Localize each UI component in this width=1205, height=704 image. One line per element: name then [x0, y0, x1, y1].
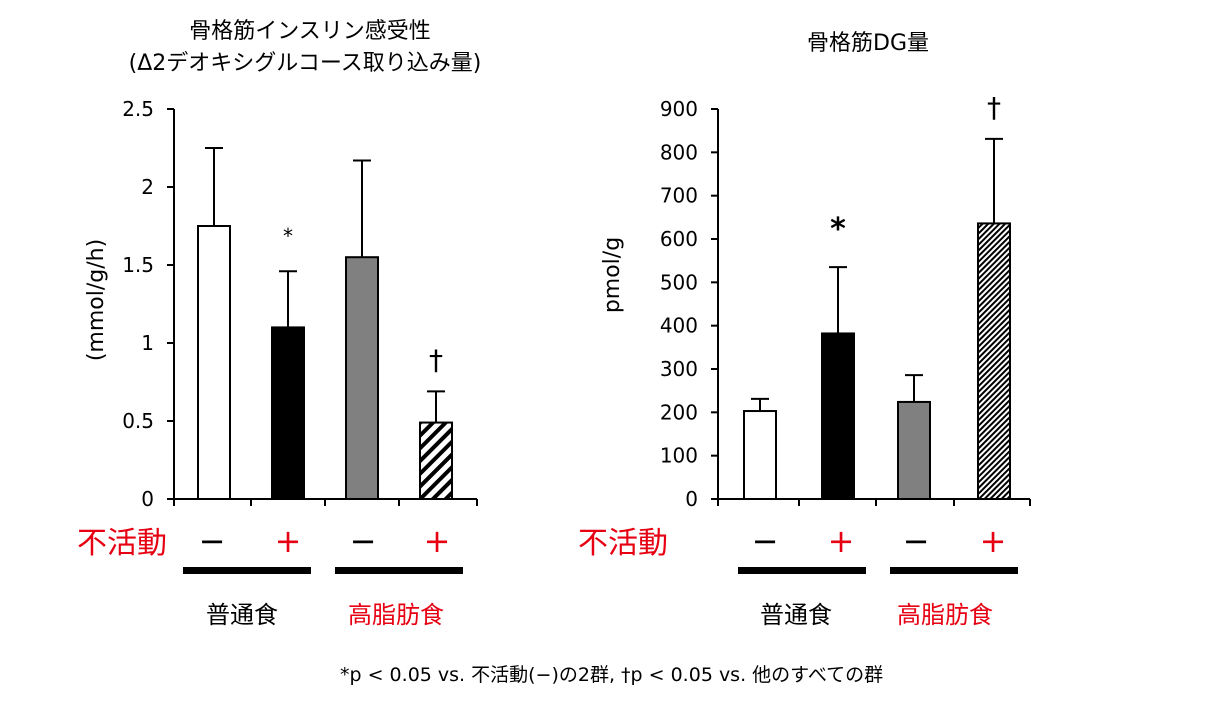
chart1-high-fat-label: 高脂肪食	[348, 601, 444, 629]
chart2-y-tick-label: 200	[660, 400, 698, 424]
chart1: 0 0.5 1 1.5 2 2.5 * †	[122, 97, 478, 511]
chart1-bar	[271, 326, 305, 500]
chart2-bar	[897, 400, 931, 500]
chart2-y-tick-label: 100	[660, 444, 698, 468]
chart2-bar	[977, 222, 1011, 500]
chart1-bar	[419, 421, 453, 500]
chart2-sign-2: +	[828, 522, 855, 560]
chart2-bar	[743, 410, 777, 500]
chart2-high-fat-bracket	[890, 567, 1018, 574]
chart1-sign-2: +	[275, 522, 302, 560]
chart1-sign-3: −	[350, 522, 377, 560]
chart2-ylabel: pmol/g	[600, 237, 625, 313]
chart2-y-tick-label: 800	[660, 140, 698, 164]
chart1-sign-4: +	[424, 522, 451, 560]
chart1-sign-1: −	[199, 522, 226, 560]
chart2-significance-mark: †	[987, 91, 1001, 124]
chart1-subtitle: (Δ2デオキシグルコース取り込み量)	[129, 51, 482, 76]
chart1-ylabel: (mmol/g/h)	[84, 239, 109, 361]
chart2: 0 100 200 300 400 500 600 700 800 900 * †	[660, 91, 1031, 511]
chart1-y-tick-label: 0	[141, 487, 154, 511]
chart2-y-tick-label: 300	[660, 357, 698, 381]
chart2-bar	[821, 332, 855, 501]
chart1-y-tick-label: 1	[141, 331, 154, 355]
chart2-y-tick-label: 500	[660, 270, 698, 294]
chart2-sign-1: −	[752, 522, 779, 560]
chart2-normal-diet-label: 普通食	[760, 601, 832, 629]
chart1-title: 骨格筋インスリン感受性	[189, 19, 431, 44]
chart2-inactivity-label: 不活動	[578, 526, 668, 561]
chart2-y-tick-label: 900	[660, 97, 698, 121]
chart1-high-fat-bracket	[335, 567, 463, 574]
footnote: *p < 0.05 vs. 不活動(−)の2群, †p < 0.05 vs. 他…	[340, 664, 883, 686]
chart2-sign-3: −	[903, 522, 930, 560]
chart2-y-tick-label: 400	[660, 314, 698, 338]
chart1-y-tick-label: 2	[141, 175, 154, 199]
chart2-y-tick-label: 600	[660, 227, 698, 251]
chart2-normal-diet-bracket	[738, 567, 866, 574]
chart2-y-tick-label: 0	[685, 487, 698, 511]
chart2-high-fat-label: 高脂肪食	[897, 601, 993, 629]
chart1-y-tick-label: 0.5	[122, 409, 154, 433]
chart2-sign-4: +	[980, 522, 1007, 560]
chart1-y-tick-label: 2.5	[122, 97, 154, 121]
chart1-inactivity-label: 不活動	[77, 526, 167, 561]
chart1-normal-diet-label: 普通食	[206, 601, 278, 629]
chart2-y-tick-label: 700	[660, 184, 698, 208]
chart2-title: 骨格筋DG量	[807, 31, 929, 56]
chart1-bar	[345, 256, 379, 501]
chart1-significance-mark: *	[283, 224, 293, 248]
chart1-y-tick-label: 1.5	[122, 253, 154, 277]
chart1-bar	[197, 225, 231, 500]
chart1-significance-mark: †	[429, 343, 443, 376]
chart1-normal-diet-bracket	[183, 567, 311, 574]
chart2-significance-mark: *	[830, 212, 846, 247]
